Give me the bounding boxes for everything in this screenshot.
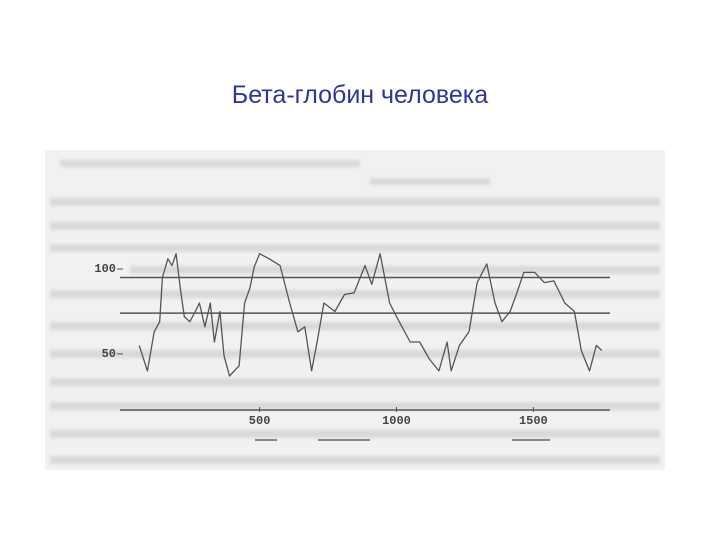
x-tick-label: 1500	[519, 414, 548, 428]
chart-title: Бета-глобин человека	[232, 81, 489, 109]
x-tick-label: 1000	[382, 414, 411, 428]
faded-text	[50, 160, 660, 464]
y-tick-label: 100	[94, 262, 116, 276]
data-line	[138, 253, 603, 377]
x-tick-label: 500	[249, 414, 271, 428]
y-tick-label: 50	[102, 347, 116, 361]
